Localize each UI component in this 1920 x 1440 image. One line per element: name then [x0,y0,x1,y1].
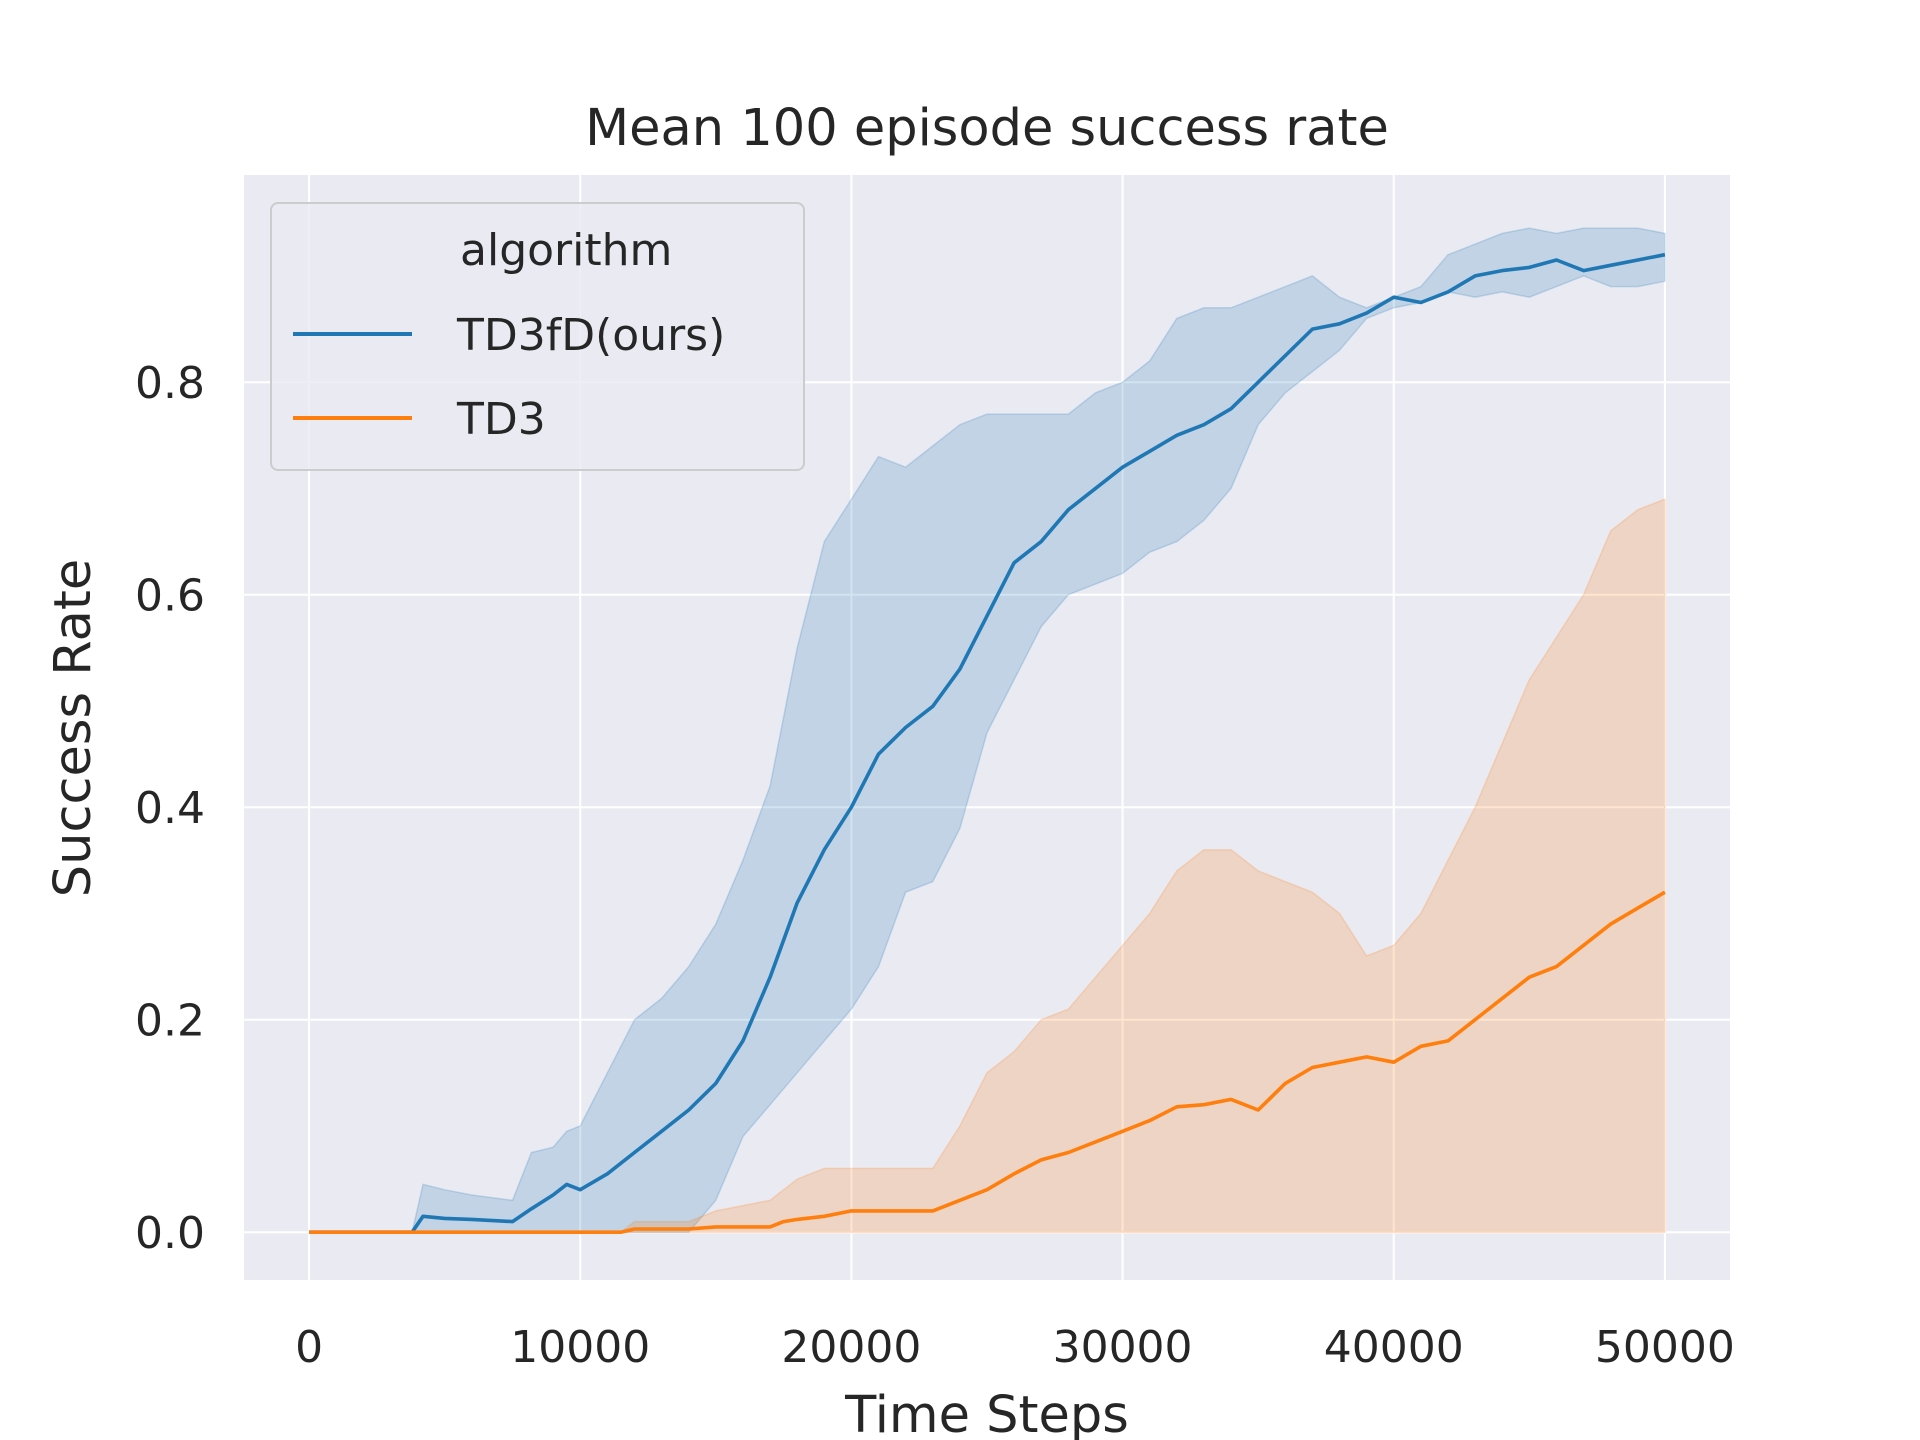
band-td3 [309,498,1666,1233]
x-tick-label: 20000 [781,1322,921,1373]
band-td3fd [309,227,1666,1233]
legend-label-td3fd: TD3fD(ours) [456,310,725,361]
chart-title: Mean 100 episode success rate [585,99,1389,158]
legend-title: algorithm [460,225,672,276]
y-ticks: 0.0 0.2 0.4 0.6 0.8 [135,358,205,1259]
legend-box [270,202,805,471]
y-tick-label: 0.8 [135,358,205,409]
y-tick-label: 0.0 [135,1208,205,1259]
x-tick-label: 10000 [510,1322,650,1373]
series-lines [309,252,1666,1234]
legend-label-td3: TD3 [456,394,546,445]
x-axis-label: Time Steps [844,1386,1129,1440]
x-tick-label: 50000 [1595,1322,1735,1373]
legend: algorithm TD3fD(ours) TD3 [270,202,805,471]
confidence-bands [309,227,1666,1233]
x-tick-label: 30000 [1053,1322,1193,1373]
y-tick-label: 0.4 [135,783,205,834]
line-td3fd [309,252,1666,1234]
y-tick-label: 0.2 [135,996,205,1047]
y-tick-label: 0.6 [135,571,205,622]
x-tick-label: 40000 [1324,1322,1464,1373]
x-ticks: 0 10000 20000 30000 40000 50000 [295,1322,1735,1373]
line-td3 [309,890,1666,1234]
y-axis-label: Success Rate [44,559,103,897]
grid [244,175,1730,1280]
x-tick-label: 0 [295,1322,323,1373]
